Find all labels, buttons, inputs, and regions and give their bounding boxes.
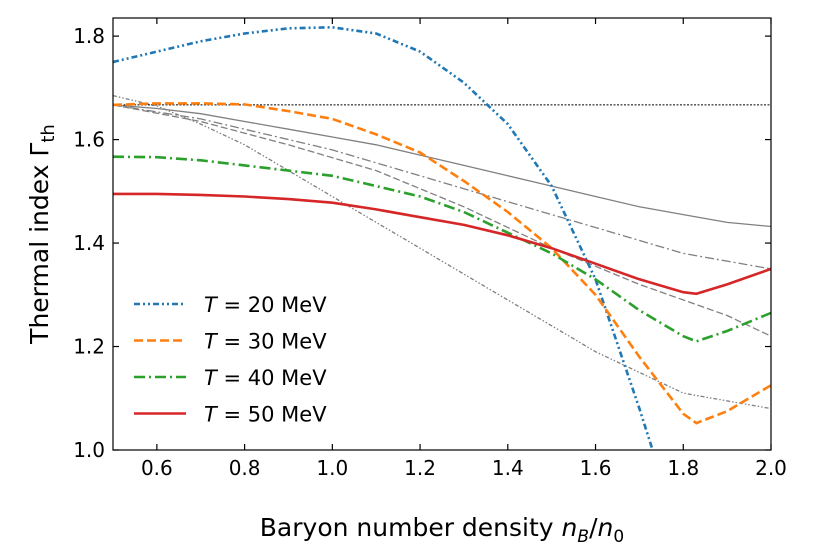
legend-label-1: T = 20 MeV: [204, 293, 327, 317]
y-tick-label: 1.0: [73, 438, 105, 462]
series-line-1: [113, 25, 654, 450]
x-axis-label: Baryon number density nB/n0: [260, 513, 624, 547]
plot-frame: [112, 17, 772, 451]
x-tick-label: 0.8: [229, 456, 261, 480]
reference-curve-dashdot: [113, 104, 771, 270]
reference-curve-dashed: [113, 104, 771, 337]
ticks: 0.6 0.8 1.0 1.2 1.4 1.6 1.8 2.0 1.0 1.2 1.4 1.6 1.8: [73, 18, 787, 480]
x-tick-label: 1.8: [667, 456, 699, 480]
reference-curve-solid: [113, 104, 771, 228]
series-line-3: [113, 155, 771, 343]
x-tick-label: 1.4: [492, 456, 524, 480]
reference-curves: [113, 94, 771, 410]
x-tick-label: 1.6: [580, 456, 612, 480]
legend-label-4: T = 50 MeV: [204, 403, 327, 427]
y-tick-label: 1.2: [73, 335, 105, 359]
series-line-4: [113, 192, 771, 296]
x-tick-label: 1.2: [404, 456, 436, 480]
legend: T = 20 MeV T = 30 MeV T = 40 MeV T = 50 MeV: [134, 293, 327, 427]
y-tick-label: 1.8: [73, 24, 105, 48]
legend-label-2: T = 30 MeV: [204, 330, 327, 354]
y-tick-label: 1.6: [73, 128, 105, 152]
y-axis-label: Thermal index Γth: [25, 124, 59, 345]
x-tick-label: 1.0: [316, 456, 348, 480]
series-line-2: [113, 102, 771, 425]
x-tick-label: 0.6: [141, 456, 173, 480]
reference-curve-dashdotdot: [113, 94, 771, 410]
legend-label-3: T = 40 MeV: [204, 366, 327, 390]
series-curves: [113, 25, 771, 450]
x-tick-label: 2.0: [755, 456, 787, 480]
y-tick-label: 1.4: [73, 231, 105, 255]
